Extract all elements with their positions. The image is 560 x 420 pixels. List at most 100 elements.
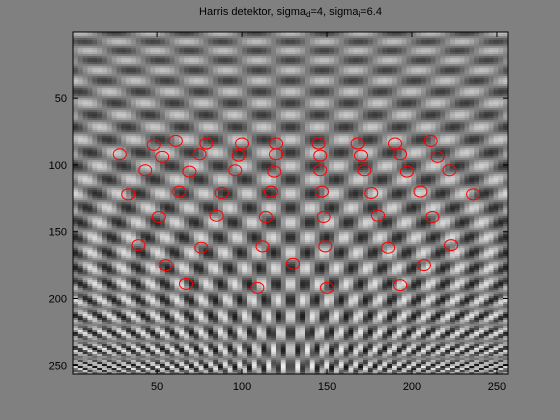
image-pixel <box>343 60 350 63</box>
image-pixel <box>261 120 267 123</box>
image-pixel <box>145 68 151 71</box>
image-pixel <box>155 46 161 49</box>
image-pixel <box>261 82 267 85</box>
image-pixel <box>401 106 408 109</box>
image-pixel <box>392 98 398 101</box>
image-pixel <box>334 62 340 65</box>
image-pixel <box>445 100 451 103</box>
image-pixel <box>237 42 243 45</box>
image-pixel <box>343 118 350 121</box>
image-pixel <box>169 124 176 127</box>
image-pixel <box>324 138 330 141</box>
image-pixel <box>469 36 475 39</box>
image-pixel <box>261 36 267 39</box>
image-pixel <box>459 112 466 115</box>
image-pixel <box>382 58 388 61</box>
image-pixel <box>396 40 403 43</box>
image-pixel <box>396 60 403 63</box>
image-pixel <box>421 78 427 81</box>
image-pixel <box>145 110 151 113</box>
image-pixel <box>305 120 311 123</box>
image-pixel <box>363 92 369 95</box>
image-pixel <box>145 124 151 127</box>
image-pixel <box>300 96 306 99</box>
image-pixel <box>353 78 359 81</box>
image-pixel <box>343 38 350 41</box>
image-pixel <box>189 130 195 133</box>
image-pixel <box>97 60 103 63</box>
image-pixel <box>372 46 379 49</box>
image-pixel <box>348 108 354 111</box>
image-pixel <box>483 120 490 123</box>
image-pixel <box>97 62 103 65</box>
image-pixel <box>411 66 417 69</box>
image-pixel <box>179 58 185 61</box>
image-pixel <box>150 44 156 47</box>
image-pixel <box>266 34 272 37</box>
image-pixel <box>280 118 287 121</box>
image-pixel <box>324 132 330 135</box>
image-pixel <box>425 82 432 85</box>
image-pixel <box>406 32 412 35</box>
image-pixel <box>411 108 417 111</box>
image-pixel <box>382 52 388 55</box>
image-pixel <box>237 86 243 89</box>
image-pixel <box>232 50 238 53</box>
image-pixel <box>198 92 205 95</box>
image-pixel <box>469 122 475 125</box>
image-pixel <box>300 110 306 113</box>
image-pixel <box>372 48 379 51</box>
image-pixel <box>179 76 185 79</box>
image-pixel <box>285 70 292 73</box>
image-pixel <box>363 52 369 55</box>
image-pixel <box>193 56 200 59</box>
image-pixel <box>435 36 441 39</box>
image-pixel <box>102 124 108 127</box>
image-pixel <box>208 92 214 95</box>
image-pixel <box>464 52 470 55</box>
image-pixel <box>416 134 422 137</box>
image-pixel <box>363 64 369 67</box>
image-pixel <box>503 128 508 131</box>
image-pixel <box>203 54 209 57</box>
image-pixel <box>251 100 258 103</box>
image-pixel <box>392 74 398 77</box>
image-pixel <box>208 132 214 135</box>
image-pixel <box>232 66 238 69</box>
image-pixel <box>425 122 432 125</box>
image-pixel <box>232 48 238 51</box>
image-pixel <box>309 34 316 37</box>
image-pixel <box>247 116 253 119</box>
image-pixel <box>367 140 374 143</box>
image-pixel <box>251 60 258 63</box>
image-pixel <box>198 70 205 73</box>
image-pixel <box>193 44 200 47</box>
image-pixel <box>261 98 267 101</box>
image-pixel <box>450 130 456 133</box>
image-pixel <box>488 102 495 105</box>
image-pixel <box>425 78 432 81</box>
image-pixel <box>479 88 485 91</box>
image-pixel <box>305 62 311 65</box>
image-pixel <box>237 124 243 127</box>
image-pixel <box>111 142 118 145</box>
image-pixel <box>87 68 93 71</box>
image-pixel <box>363 54 369 57</box>
image-pixel <box>247 112 253 115</box>
image-pixel <box>425 42 432 45</box>
image-pixel <box>334 140 340 143</box>
image-pixel <box>131 126 137 129</box>
image-pixel <box>111 78 118 81</box>
image-pixel <box>261 140 267 143</box>
image-pixel <box>237 84 243 87</box>
image-pixel <box>276 140 282 143</box>
image-pixel <box>222 46 229 49</box>
image-pixel <box>276 66 282 69</box>
image-pixel <box>111 70 118 73</box>
image-pixel <box>193 126 200 129</box>
image-pixel <box>445 92 451 95</box>
image-pixel <box>411 44 417 47</box>
image-pixel <box>102 112 108 115</box>
image-pixel <box>87 132 93 135</box>
image-pixel <box>121 140 127 143</box>
